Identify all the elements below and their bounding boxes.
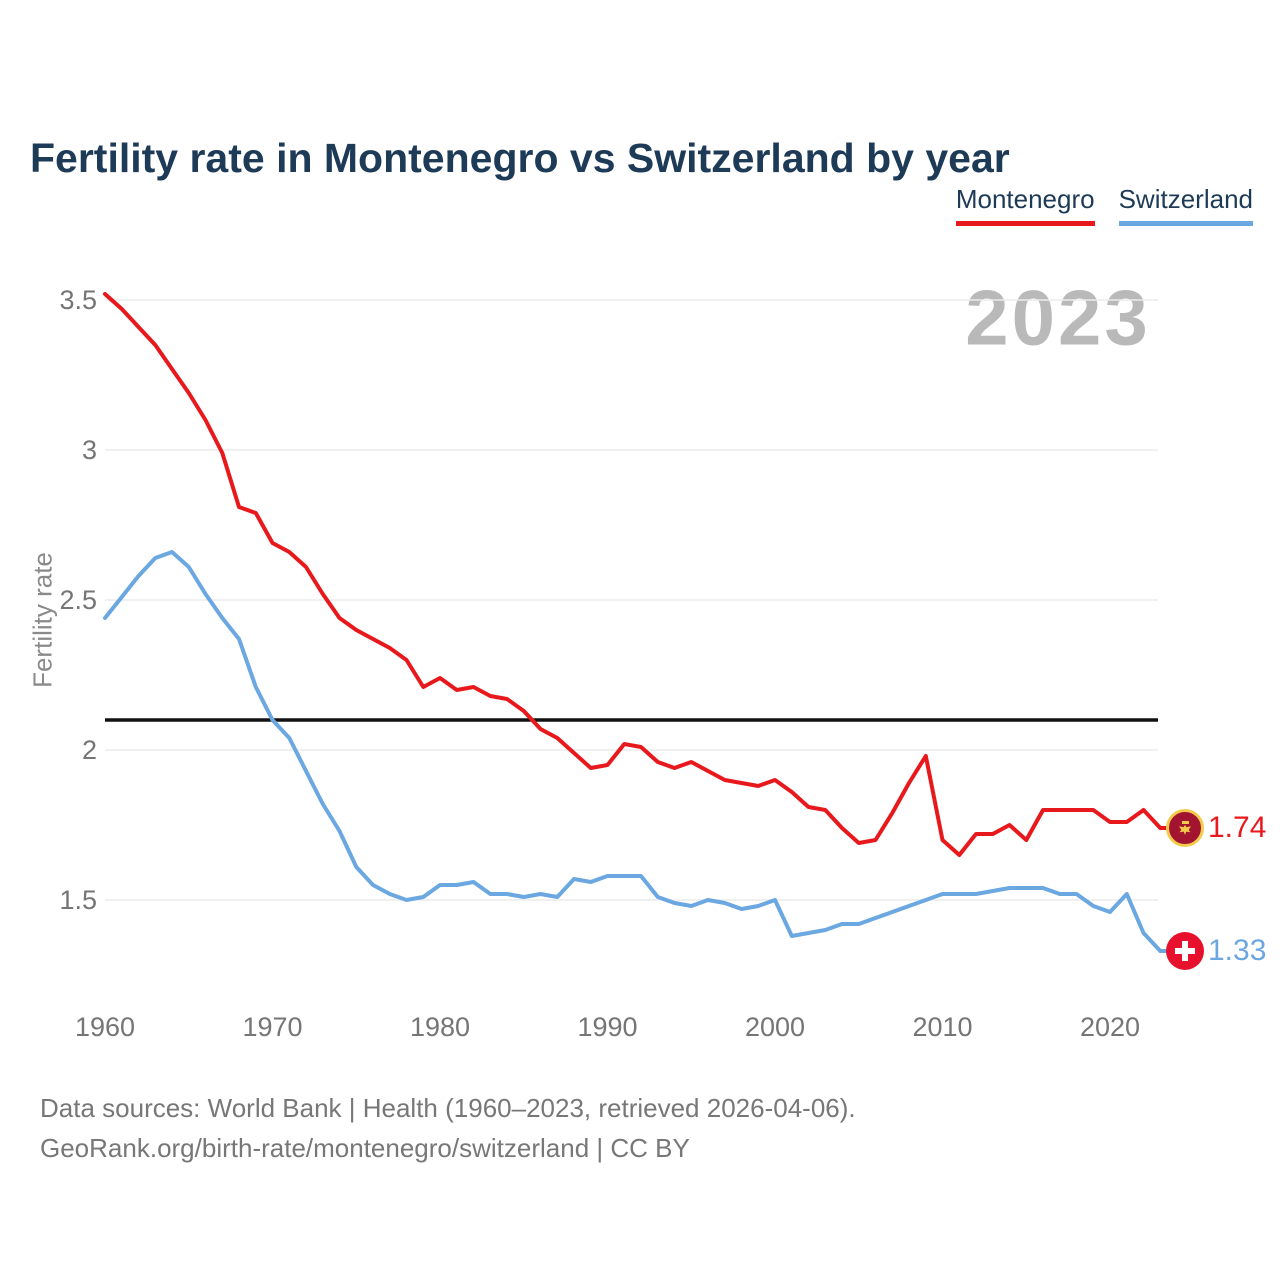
x-tick-label: 1980 [409,1012,471,1042]
montenegro-emblem-crown [1181,821,1189,824]
y-axis-title: Fertility rate [27,552,58,688]
legend-item-switzerland[interactable]: Switzerland [1118,184,1253,226]
switzerland-flag-icon [1166,932,1204,970]
swiss-cross-icon [1182,941,1188,961]
x-tick-label: 1970 [242,1012,303,1042]
footer: Data sources: World Bank | Health (1960–… [40,1088,856,1168]
montenegro-end-value: 1.74 [1208,811,1267,844]
y-tick-label: 2 [81,735,97,765]
year-watermark: 2023 [965,273,1151,362]
page-title: Fertility rate in Montenegro vs Switzerl… [30,135,1010,182]
switzerland-end-value: 1.33 [1208,934,1267,967]
x-tick-label: 2000 [744,1012,806,1042]
y-tick-label: 3 [81,435,97,465]
x-tick-label: 1960 [74,1012,136,1042]
footer-attribution: GeoRank.org/birth-rate/montenegro/switze… [40,1133,690,1163]
legend-item-montenegro[interactable]: Montenegro [955,184,1095,226]
montenegro-flag-icon [1166,809,1204,847]
footer-sources: Data sources: World Bank | Health (1960–… [40,1093,856,1123]
legend: Montenegro Switzerland [955,184,1253,226]
y-tick-label: 3.5 [59,285,97,315]
montenegro-line [103,292,1163,857]
x-tick-label: 1990 [577,1012,638,1042]
montenegro-emblem-eagle [1179,825,1191,835]
x-tick-label: 2010 [912,1012,973,1042]
switzerland-line [103,550,1163,953]
y-tick-label: 2.5 [59,585,97,615]
x-tick-label: 2020 [1079,1012,1141,1042]
y-tick-label: 1.5 [59,885,97,915]
